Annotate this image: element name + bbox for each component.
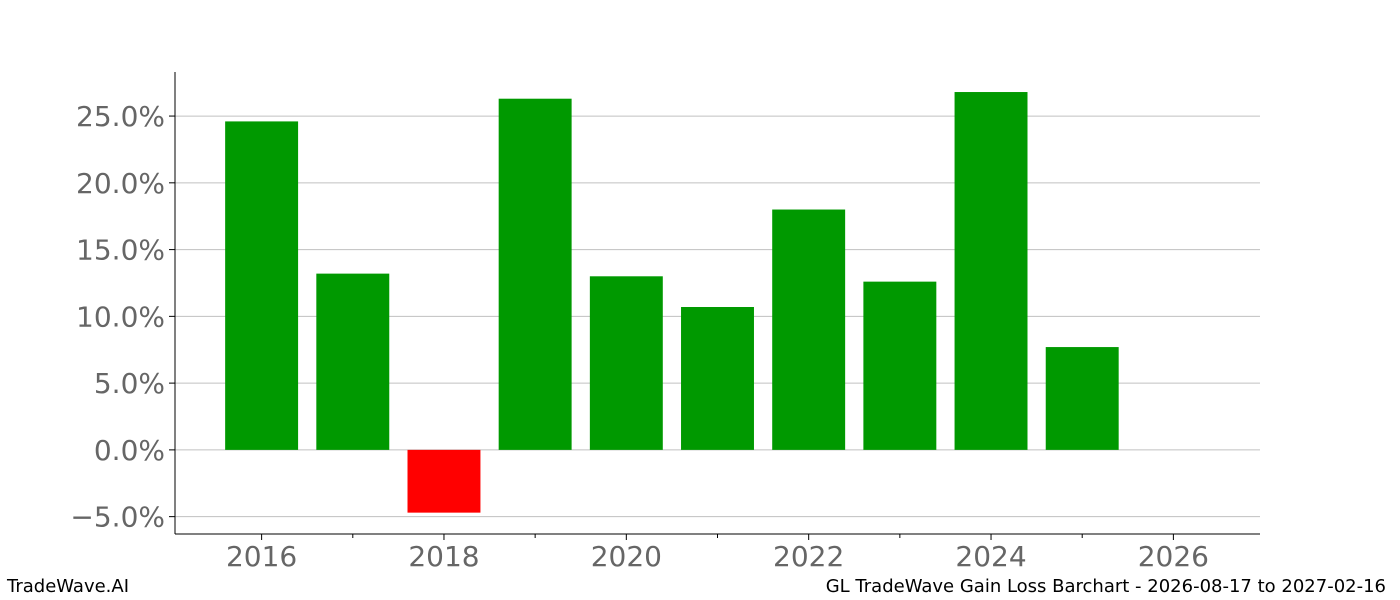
bar-2024: [954, 92, 1028, 450]
x-tick-label: 2026: [1138, 540, 1209, 570]
y-tick-label: 20.0%: [76, 167, 165, 200]
bar-2025: [1045, 347, 1119, 450]
axes: [169, 72, 1260, 540]
x-tick-label: 2022: [773, 540, 844, 570]
x-tick-labels: 2016 2018 2020 2022 2024 2026: [226, 540, 1209, 570]
chart-caption: GL TradeWave Gain Loss Barchart - 2026-0…: [825, 576, 1386, 597]
bar-2018: [407, 449, 481, 513]
x-tick-label: 2018: [408, 540, 479, 570]
bar-2016: [225, 121, 299, 450]
y-tick-label: 0.0%: [94, 434, 165, 467]
y-tick-label: 25.0%: [76, 100, 165, 133]
y-tick-label: 5.0%: [94, 367, 165, 400]
bar-2023: [863, 281, 937, 450]
x-tick-label: 2024: [955, 540, 1026, 570]
y-tick-label: 10.0%: [76, 300, 165, 333]
y-tick-label: 15.0%: [76, 234, 165, 267]
bar-2019: [498, 98, 572, 450]
brand-label: TradeWave.AI: [7, 576, 130, 597]
bar-2020: [589, 276, 663, 450]
gain-loss-bar-chart: −5.0%0.0%5.0%10.0%15.0%20.0%25.0% 2016 20…: [70, 72, 1260, 570]
x-tick-label: 2020: [591, 540, 662, 570]
bars: [225, 92, 1119, 513]
x-tick-label: 2016: [226, 540, 297, 570]
bar-2017: [316, 273, 390, 450]
y-tick-labels: −5.0% 0.0% 5.0% 10.0% 15.0% 20.0% 25.0%: [70, 100, 165, 534]
bar-2022: [772, 209, 846, 450]
bar-2021: [681, 307, 754, 450]
y-tick-label: −5.0%: [70, 501, 165, 534]
